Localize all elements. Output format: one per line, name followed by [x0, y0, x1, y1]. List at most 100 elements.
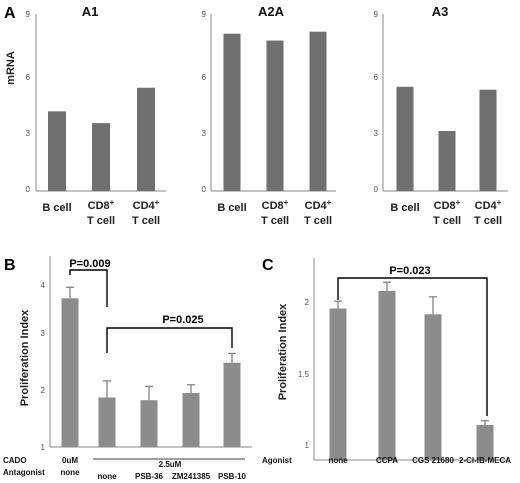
- chart-a1-category: CD8+: [88, 198, 115, 212]
- chart-c-yticks: 1 1.5 2: [298, 298, 310, 450]
- chart-b-ytick: 1: [41, 443, 46, 452]
- chart-a1-ytick: 6: [26, 73, 31, 82]
- chart-a3-bar: [479, 89, 497, 191]
- chart-c-ytick: 2: [305, 298, 310, 307]
- chart-a2a-categories: B cell CD8+ T cell CD4+ T cell: [217, 198, 332, 227]
- chart-a3: A3 0 3 6 9 B cell CD8+ T cell CD4+ T cel…: [374, 4, 508, 227]
- chart-b-bar: [140, 400, 158, 447]
- chart-c-category: 2-Cl-IB-MECA: [459, 456, 511, 465]
- chart-a2a-ytick: 0: [202, 185, 207, 194]
- chart-a1-bars: [48, 87, 155, 191]
- chart-a1-ytick: 0: [26, 185, 31, 194]
- chart-a2a-bars: [223, 31, 327, 192]
- chart-a3-category: CD4+: [475, 198, 502, 212]
- chart-c-ytick: 1: [305, 441, 310, 450]
- chart-a1-bar: [92, 123, 110, 191]
- chart-a1-category: CD4+: [133, 198, 160, 212]
- chart-a3-title: A3: [432, 4, 449, 19]
- chart-a3-ytick: 3: [374, 129, 379, 138]
- chart-c-ytick: 1.5: [298, 370, 310, 379]
- chart-b-ytick: 2: [41, 386, 46, 395]
- chart-c-bar: [329, 308, 347, 460]
- chart-a2a-ytick: 3: [202, 129, 207, 138]
- chart-a2a-category: CD8+: [262, 198, 289, 212]
- chart-a1-bar: [137, 87, 155, 191]
- chart-a1-title: A1: [82, 4, 99, 19]
- chart-a1-category: B cell: [42, 202, 71, 214]
- chart-b-pvalue-2: P=0.025: [162, 314, 203, 326]
- chart-a2a-title: A2A: [258, 4, 285, 19]
- chart-a1-ytick: 3: [26, 129, 31, 138]
- chart-b-cado-label: CADO: [3, 456, 27, 465]
- chart-a3-ytick: 0: [374, 185, 379, 194]
- chart-a1-category-line2: T cell: [132, 215, 160, 227]
- chart-b-antagonist: none: [97, 472, 117, 481]
- chart-b-antagonist: none: [60, 468, 80, 477]
- chart-b-pvalue-1: P=0.009: [69, 258, 110, 270]
- chart-a2a-ytick: 9: [202, 10, 207, 19]
- chart-b-bracket-1: [69, 269, 108, 307]
- chart-a1-categories: B cell CD8+ T cell CD4+ T cell: [42, 198, 160, 227]
- chart-a3-ytick: 9: [374, 10, 379, 19]
- chart-a2a-ytick: 6: [202, 73, 207, 82]
- chart-b-antagonist: ZM241385: [172, 472, 211, 481]
- chart-a3-bars: [396, 86, 497, 191]
- chart-c-category: CGS 21680: [412, 456, 454, 465]
- chart-a2a-yticks: 0 3 6 9: [202, 10, 207, 194]
- chart-a2a-category: B cell: [217, 202, 246, 214]
- chart-a3-category: CD8+: [434, 198, 461, 212]
- chart-c-ylabel: Proliferation Index: [277, 303, 289, 400]
- chart-b-cado-value: 0uM: [62, 456, 78, 465]
- chart-a1-ylabel: mRNA: [5, 51, 17, 85]
- chart-b-bar: [61, 298, 79, 447]
- chart-b-ytick: 4: [41, 281, 46, 290]
- chart-b-bars: [61, 286, 241, 447]
- chart-a3-bar: [396, 86, 414, 191]
- chart-a2a-bar: [309, 31, 327, 192]
- chart-a1-ytick: 9: [26, 10, 31, 19]
- chart-a2a-bar: [266, 40, 284, 191]
- chart-c-agonist-label: Agonist: [262, 456, 292, 465]
- chart-b-bar: [223, 362, 241, 447]
- chart-c: Proliferation Index 1 1.5 2 P=0.023 Agon…: [262, 258, 511, 465]
- panel-label-a: A: [4, 5, 16, 22]
- chart-a1-bar: [48, 111, 66, 191]
- panel-label-b: B: [4, 257, 16, 274]
- chart-b-bar: [98, 397, 116, 447]
- chart-b-ylabel: Proliferation Index: [19, 309, 31, 406]
- chart-c-bars: [329, 281, 494, 460]
- chart-b-bar: [182, 393, 200, 447]
- chart-a3-yticks: 0 3 6 9: [374, 10, 379, 194]
- chart-b-bracket-2: [106, 327, 233, 353]
- chart-a1: A1 mRNA 0 3 6 9 B cell CD8+ T cell CD4+ …: [5, 4, 166, 227]
- chart-a2a-category-line2: T cell: [304, 215, 332, 227]
- chart-a3-category-line2: T cell: [433, 215, 461, 227]
- chart-a2a-category-line2: T cell: [261, 215, 289, 227]
- chart-b-ytick: 3: [41, 329, 46, 338]
- chart-c-bar: [378, 290, 396, 460]
- panel-label-c: C: [262, 257, 274, 274]
- chart-a3-category: B cell: [390, 202, 419, 214]
- chart-c-category: CCPA: [376, 456, 398, 465]
- chart-b-antagonist: PSB-36: [135, 472, 164, 481]
- chart-a3-bar: [438, 131, 456, 191]
- chart-b-yticks: 1 2 3 4: [41, 281, 46, 452]
- chart-c-category: none: [328, 456, 348, 465]
- chart-a1-yticks: 0 3 6 9: [26, 10, 31, 194]
- chart-c-pvalue: P=0.023: [389, 265, 430, 277]
- chart-b-antagonist: PSB-10: [218, 472, 247, 481]
- chart-b-antagonist-label: Antagonist: [3, 468, 45, 477]
- chart-a3-categories: B cell CD8+ T cell CD4+ T cell: [390, 198, 502, 227]
- chart-a2a-category: CD4+: [305, 198, 332, 212]
- chart-a2a: A2A 0 3 6 9 B cell CD8+ T cell CD4+ T ce…: [202, 4, 336, 227]
- chart-a3-ytick: 6: [374, 73, 379, 82]
- chart-a3-category-line2: T cell: [474, 215, 502, 227]
- chart-c-bar: [476, 425, 494, 460]
- chart-b: Proliferation Index 1 2 3 4 P=0.009 P=0.…: [3, 256, 252, 481]
- chart-c-bracket: [337, 277, 488, 416]
- chart-a1-category-line2: T cell: [87, 215, 115, 227]
- chart-b-cado-value: 2.5uM: [159, 460, 182, 469]
- chart-c-bar: [424, 314, 442, 460]
- chart-a2a-bar: [223, 33, 241, 191]
